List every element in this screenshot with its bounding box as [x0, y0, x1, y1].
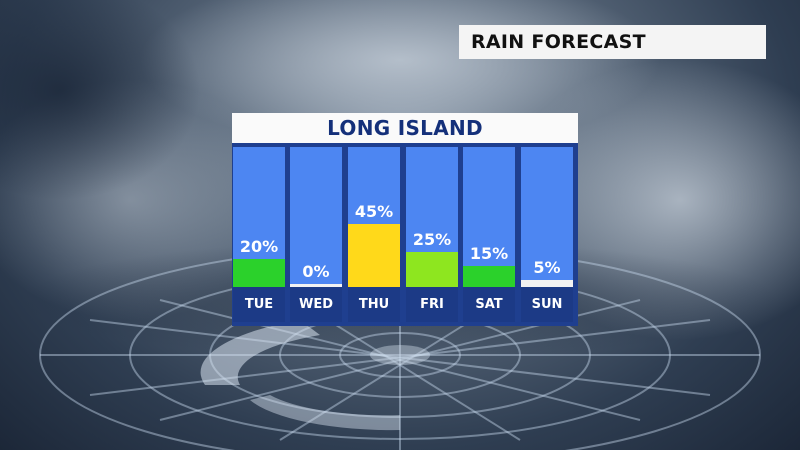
rain-percent-label: 25% — [412, 230, 452, 249]
rain-bar — [348, 224, 400, 287]
rain-percent-label: 15% — [469, 244, 509, 263]
column-background — [463, 147, 515, 287]
rain-bar — [233, 259, 285, 287]
day-label: THU — [348, 287, 400, 322]
day-label: WED — [290, 287, 342, 322]
forecast-chart: 20% TUE 0% WED 45% THU 25% FRI 15% SAT 5% SUN — [232, 143, 578, 326]
rain-percent-label: 0% — [302, 262, 330, 281]
rain-forecast-title: RAIN FORECAST — [471, 31, 646, 53]
rain-bar — [521, 280, 573, 287]
day-column-fri: 25% FRI — [406, 147, 458, 322]
rain-percent-label: 45% — [354, 202, 394, 221]
day-label: SUN — [521, 287, 573, 322]
column-background — [521, 147, 573, 287]
rain-percent-label: 5% — [533, 258, 561, 277]
rain-bar — [290, 284, 342, 287]
day-column-tue: 20% TUE — [233, 147, 285, 322]
forecast-panel: LONG ISLAND 20% TUE 0% WED 45% THU 25% FRI 15% SA… — [232, 113, 578, 326]
day-label: FRI — [406, 287, 458, 322]
rain-percent-label: 20% — [239, 237, 279, 256]
column-background — [290, 147, 342, 287]
day-label: SAT — [463, 287, 515, 322]
rain-bar — [463, 266, 515, 287]
day-column-sun: 5% SUN — [521, 147, 573, 322]
panel-header: LONG ISLAND — [232, 113, 578, 143]
day-column-wed: 0% WED — [290, 147, 342, 322]
rain-forecast-title-box: RAIN FORECAST — [459, 25, 766, 59]
day-label: TUE — [233, 287, 285, 322]
rain-bar — [406, 252, 458, 287]
location-title: LONG ISLAND — [327, 116, 483, 140]
day-column-thu: 45% THU — [348, 147, 400, 322]
day-column-sat: 15% SAT — [463, 147, 515, 322]
